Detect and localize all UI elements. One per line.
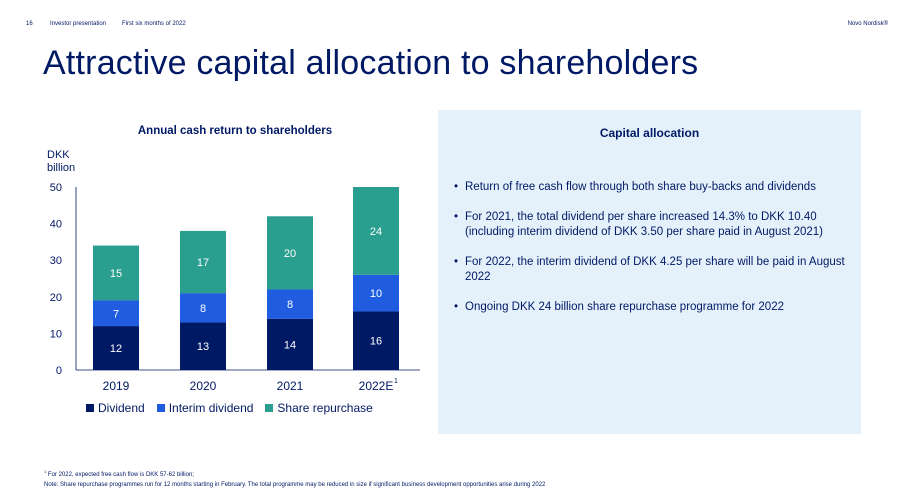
chart-legend: Dividend Interim dividend Share repurcha…: [86, 401, 373, 415]
bullet-list: Return of free cash flow through both sh…: [454, 180, 847, 330]
data-label: 14: [284, 339, 296, 351]
data-label: 24: [370, 226, 382, 238]
brand-name: Novo Nordisk®: [847, 21, 888, 27]
bullet-item: For 2022, the interim dividend of DKK 4.…: [454, 255, 847, 285]
legend-swatch-dividend: [86, 404, 94, 412]
footnote-1-text: For 2022, expected free cash flow is DKK…: [46, 472, 194, 478]
x-tick-superscript: 1: [394, 378, 398, 385]
legend-swatch-interim-dividend: [156, 404, 165, 412]
y-tick-label: 0: [56, 365, 62, 377]
bar-segment-share-repurchase: [93, 245, 139, 301]
y-tick-label: 10: [50, 328, 62, 340]
data-label: 10: [370, 288, 382, 300]
bullet-item: Ongoing DKK 24 billion share repurchase …: [454, 300, 847, 315]
legend-swatch-share-repurchase: [265, 404, 274, 412]
bar-segment-dividend: [93, 326, 139, 370]
legend-label-dividend: Dividend: [98, 401, 145, 415]
legend-label-interim-dividend: Interim dividend: [168, 401, 254, 415]
period-label: First six months of 2022: [122, 21, 186, 27]
y-tick-label: 40: [50, 219, 62, 231]
data-label: 20: [284, 248, 296, 260]
data-label: 8: [287, 299, 293, 311]
bar-segment-interim-dividend: [353, 274, 399, 312]
bar-segment-interim-dividend: [267, 289, 313, 319]
x-tick-label: 2022E: [359, 379, 394, 393]
footnote-1: 1 For 2022, expected free cash flow is D…: [44, 467, 545, 480]
legend-label-share-repurchase: Share repurchase: [277, 401, 373, 415]
legend-item-dividend: Dividend: [86, 401, 145, 415]
bar-segment-dividend: [267, 318, 313, 370]
bullet-item: Return of free cash flow through both sh…: [454, 180, 847, 195]
data-label: 7: [113, 308, 119, 320]
bar-segment-dividend: [180, 322, 226, 370]
bullet-item: For 2021, the total dividend per share i…: [454, 210, 847, 240]
data-label: 12: [110, 343, 122, 355]
footnote-marker: 1: [44, 469, 47, 474]
legend-item-interim-dividend: Interim dividend: [156, 401, 254, 415]
legend-item-share-repurchase: Share repurchase: [265, 401, 373, 415]
data-label: 8: [200, 303, 206, 315]
footnote-note: Note: Share repurchase programmes run fo…: [44, 482, 546, 488]
bar-segment-dividend: [353, 311, 399, 370]
x-tick-label: 2021: [277, 379, 304, 393]
data-label: 17: [197, 257, 209, 269]
data-label: 16: [370, 336, 382, 348]
x-tick-label: 2020: [190, 379, 217, 393]
bar-segment-interim-dividend: [180, 293, 226, 323]
capital-allocation-panel: Capital allocation Return of free cash f…: [438, 110, 861, 434]
footnotes: 1 For 2022, expected free cash flow is D…: [44, 467, 545, 490]
section-label: Investor presentation: [50, 21, 107, 27]
bar-segment-share-repurchase: [267, 216, 313, 290]
top-bar: 16 Investor presentation First six month…: [26, 21, 888, 33]
y-axis-label: DKK billion: [47, 149, 76, 174]
bar-segment-interim-dividend: [93, 300, 139, 327]
panel-title: Capital allocation: [599, 126, 700, 140]
page-title: Attractive capital allocation to shareho…: [43, 44, 699, 82]
page-number: 16: [26, 21, 33, 27]
bar-segment-share-repurchase: [180, 230, 226, 294]
x-tick-label: 2019: [103, 379, 130, 393]
y-axis-unit: DKK billion: [47, 149, 87, 175]
chart-title: Annual cash return to shareholders: [137, 125, 333, 137]
data-label: 13: [197, 341, 209, 353]
stacked-bar-chart: 0 10 20 30 40 50 12 7 15 2019 13 8 17 2020 14 8 20 2021 16…: [50, 182, 420, 393]
bar-segment-share-repurchase: [353, 187, 399, 275]
y-tick-label: 50: [50, 182, 62, 194]
y-tick-label: 30: [50, 255, 62, 267]
data-label: 15: [110, 268, 122, 280]
y-tick-label: 20: [50, 292, 62, 304]
